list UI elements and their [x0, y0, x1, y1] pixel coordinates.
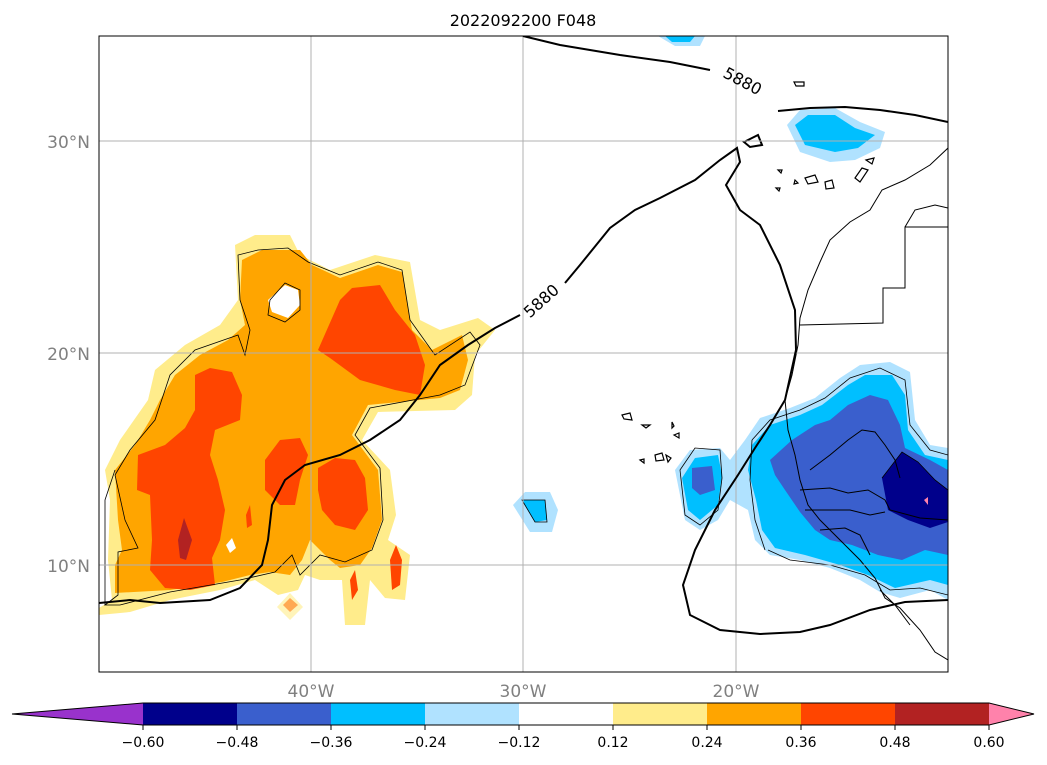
lat-label-20n: 20°N	[47, 345, 90, 365]
colorbar-tick-label: 0.36	[785, 735, 816, 751]
colorbar-tick-label: −0.60	[122, 735, 165, 751]
colorbar-tick-label: −0.12	[498, 735, 541, 751]
lat-label-10n: 10°N	[47, 557, 90, 577]
map-frame	[98, 35, 949, 673]
lon-label-20w: 20°W	[713, 682, 760, 702]
colorbar-tick-label: 0.24	[691, 735, 722, 751]
colorbar-segment	[237, 703, 332, 725]
colorbar-tick-label: 0.60	[973, 735, 1004, 751]
colorbar-tick-label: −0.48	[216, 735, 259, 751]
colorbar-extend-high	[989, 703, 1034, 725]
colorbar-tick-label: −0.24	[404, 735, 447, 751]
lat-label-30n: 30°N	[47, 133, 90, 153]
islands	[621, 81, 875, 465]
colorbar-segment	[425, 703, 520, 725]
colorbar-tick-label: 0.12	[597, 735, 628, 751]
coastlines	[784, 147, 948, 661]
lon-label-40w: 40°W	[288, 682, 335, 702]
colorbar-tick-label: −0.36	[310, 735, 353, 751]
figure-title: 2022092200 F048	[450, 11, 597, 30]
colorbar-segment	[801, 703, 896, 725]
colorbar-extend-low	[12, 703, 143, 725]
map-area: 5880 5880	[99, 36, 948, 672]
colorbar-tick-label: 0.48	[879, 735, 910, 751]
colorbar-segment	[143, 703, 238, 725]
colorbar-segment	[707, 703, 802, 725]
colorbar-segment	[895, 703, 990, 725]
colorbar-segment	[613, 703, 708, 725]
colorbar-segment	[331, 703, 426, 725]
graticule	[99, 36, 948, 672]
colorbar: −0.60 −0.48 −0.36 −0.24 −0.12 0.12 0.24 0.36 0.4…	[11, 702, 1035, 751]
negative-anomaly-region	[675, 362, 948, 600]
colorbar-segment	[519, 703, 614, 725]
lon-label-30w: 30°W	[500, 682, 547, 702]
contour-5880	[99, 36, 948, 636]
negative-anomaly-small	[513, 36, 885, 532]
positive-anomaly-region	[99, 235, 495, 625]
